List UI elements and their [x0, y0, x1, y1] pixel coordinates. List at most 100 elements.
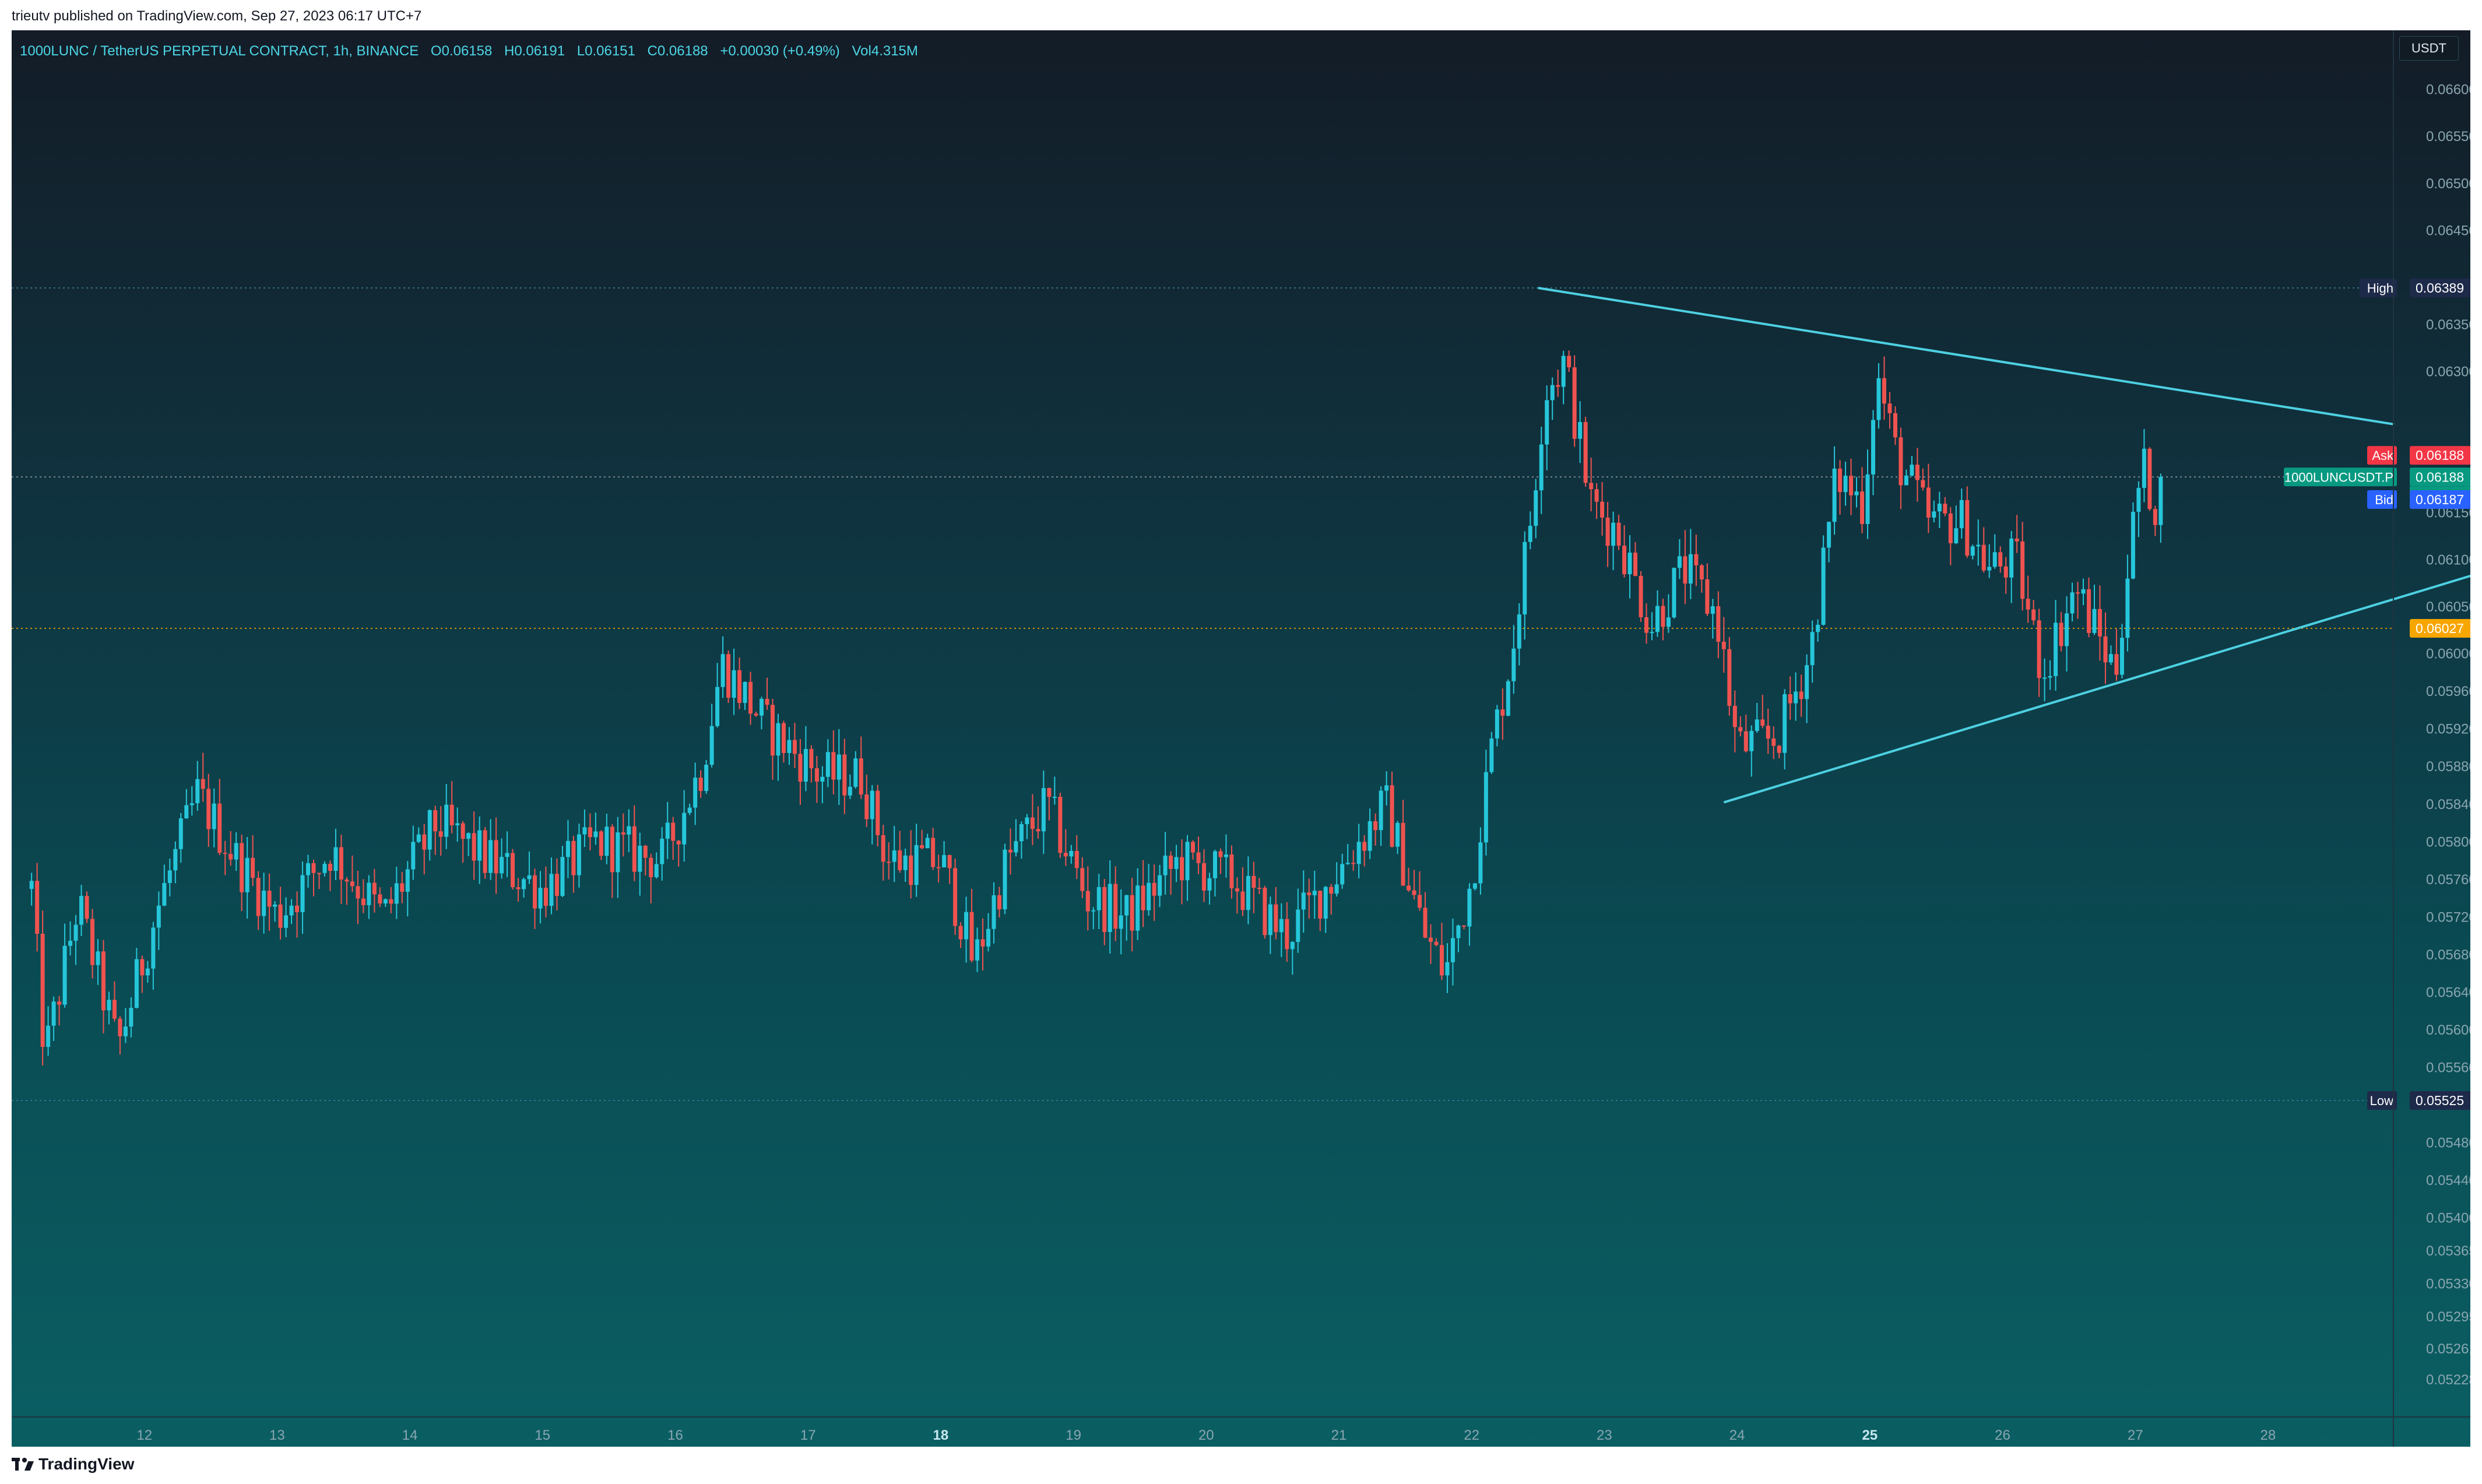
publish-info: trieutv published on TradingView.com, Se…: [12, 8, 422, 24]
candle-down: [1500, 709, 1505, 716]
candle-up: [1450, 938, 1455, 962]
candle-down: [1218, 851, 1223, 857]
candle-up: [2070, 592, 2075, 614]
last-price-badge-label: 1000LUNCUSDT.P: [2284, 470, 2393, 484]
candle-down: [267, 891, 272, 907]
candle-up: [234, 843, 238, 860]
candle-down: [2026, 599, 2030, 610]
candle-down: [1251, 875, 1256, 888]
last-price-badge-value: 0.06188: [2416, 469, 2464, 484]
candle-down: [317, 873, 322, 874]
x-tick-label: 21: [1331, 1427, 1347, 1443]
candle-down: [1423, 908, 1428, 938]
y-tick-label: 0.05228: [2426, 1372, 2470, 1388]
candle-down: [2059, 623, 2063, 646]
candle-up: [1970, 546, 1975, 556]
candle-down: [737, 670, 742, 703]
candle-down: [1008, 849, 1013, 853]
trendline-upper[interactable]: [1538, 287, 2395, 425]
candle-down: [1401, 822, 1405, 886]
candle-up: [488, 840, 493, 873]
candle-up: [107, 1000, 111, 1011]
candle-down: [361, 898, 365, 905]
x-tick-label: 12: [136, 1427, 152, 1443]
candle-up: [46, 1025, 51, 1047]
bid-badge-value: 0.06187: [2416, 492, 2464, 507]
candle-up: [1871, 420, 1875, 474]
candle-down: [809, 749, 814, 769]
candle-down: [223, 853, 227, 854]
candle-up: [1821, 547, 1826, 625]
x-tick-label: 22: [1464, 1427, 1479, 1443]
candle-down: [1683, 556, 1688, 584]
candle-down: [1074, 850, 1079, 868]
candle-down: [1926, 487, 1931, 518]
candle-up: [1523, 541, 1527, 615]
candle-up: [1517, 614, 1521, 649]
candle-down: [898, 850, 902, 870]
candle-up: [1019, 824, 1024, 842]
candle-up: [549, 874, 554, 906]
candle-up: [212, 803, 216, 829]
y-tick-label: 0.05261: [2426, 1341, 2470, 1357]
candle-up: [322, 863, 327, 873]
x-tick-label: 25: [1862, 1427, 1878, 1443]
candle-up: [1987, 567, 1992, 571]
trendline-lower[interactable]: [1723, 573, 2470, 804]
candle-up: [942, 855, 947, 868]
candle-down: [1407, 885, 1411, 891]
candle-up: [665, 822, 670, 839]
candle-down: [1351, 863, 1356, 864]
legend-open: O0.06158: [430, 43, 493, 59]
candle-up: [1025, 817, 1029, 824]
candle-down: [920, 845, 924, 849]
candle-down: [1434, 941, 1439, 945]
candle-up: [720, 654, 725, 687]
candle-down: [621, 832, 625, 835]
candle-down: [2037, 620, 2041, 678]
candle-down: [748, 681, 753, 714]
candle-up: [709, 726, 714, 765]
candle-up: [715, 687, 720, 726]
candle-down: [1716, 606, 1721, 642]
candle-down: [1965, 500, 1970, 556]
candle-up: [1843, 476, 1848, 493]
candle-up: [151, 927, 156, 969]
candle-up: [1014, 841, 1018, 853]
candle-down: [483, 830, 487, 873]
tradingview-logo[interactable]: TradingView: [12, 1455, 134, 1474]
candle-up: [184, 805, 189, 819]
candle-down: [726, 654, 731, 698]
candle-up: [1379, 790, 1383, 831]
currency-unit-button[interactable]: USDT: [2399, 36, 2459, 61]
candle-up: [123, 1026, 128, 1036]
candle-down: [1727, 649, 1732, 706]
candle-down: [1412, 890, 1416, 895]
candle-down: [356, 886, 360, 899]
ask-badge-label-bg: [2367, 446, 2397, 465]
candle-down: [1998, 552, 2003, 567]
candle-down: [2020, 541, 2025, 599]
candle-down: [206, 789, 211, 829]
candle-up: [1096, 887, 1101, 910]
candle-down: [1285, 919, 1289, 950]
candle-up: [1301, 892, 1306, 910]
candle-down: [217, 803, 222, 853]
candle-down: [881, 835, 885, 862]
candle-down: [632, 826, 637, 872]
candle-up: [1356, 842, 1361, 864]
candle-up: [1268, 904, 1272, 936]
candle-up: [836, 754, 841, 780]
candle-down: [1556, 385, 1560, 387]
candle-up: [1212, 851, 1217, 878]
candle-up: [1340, 864, 1345, 885]
x-tick-label: 15: [535, 1427, 550, 1443]
candle-up: [682, 813, 687, 845]
low-badge-label: Low: [2370, 1093, 2393, 1108]
